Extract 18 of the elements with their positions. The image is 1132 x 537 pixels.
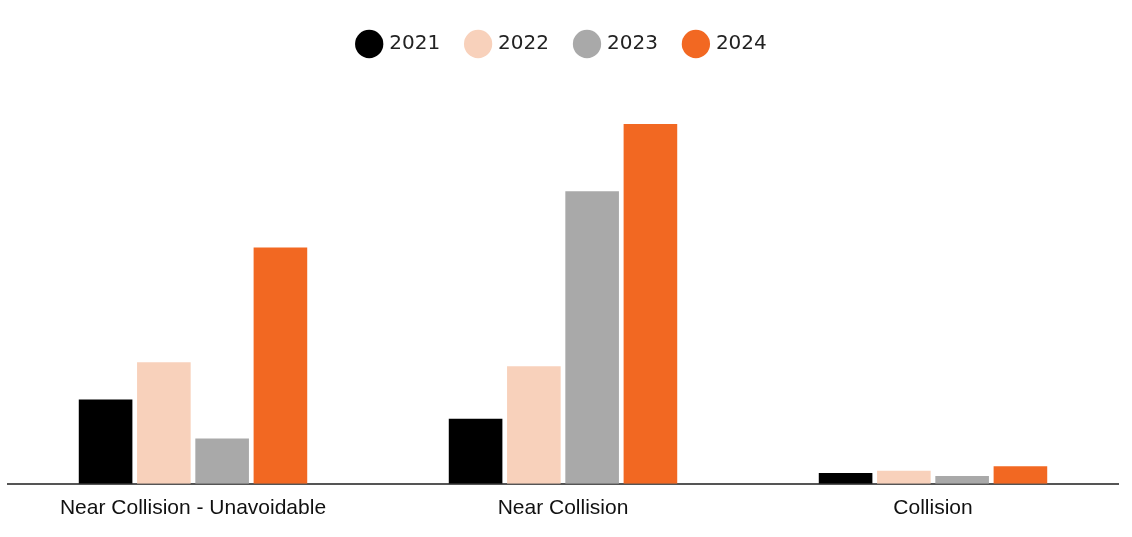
legend-label: 2022 bbox=[498, 30, 550, 55]
bar bbox=[448, 418, 503, 484]
bar bbox=[623, 124, 678, 484]
bar bbox=[877, 470, 931, 484]
legend-label: 2024 bbox=[715, 30, 767, 55]
bar bbox=[818, 473, 873, 484]
bar bbox=[565, 191, 619, 484]
bar bbox=[137, 362, 191, 484]
bar bbox=[195, 438, 249, 484]
bar bbox=[507, 366, 561, 484]
bar bbox=[993, 466, 1048, 484]
bar bbox=[253, 247, 308, 484]
legend-label: 2023 bbox=[607, 30, 658, 55]
x-tick-label: Near Collision bbox=[497, 495, 629, 519]
x-tick-label: Collision bbox=[893, 495, 973, 519]
bar bbox=[78, 399, 133, 484]
x-tick-label: Near Collision - Unavoidable bbox=[59, 495, 327, 519]
legend-label: 2021 bbox=[389, 30, 441, 55]
